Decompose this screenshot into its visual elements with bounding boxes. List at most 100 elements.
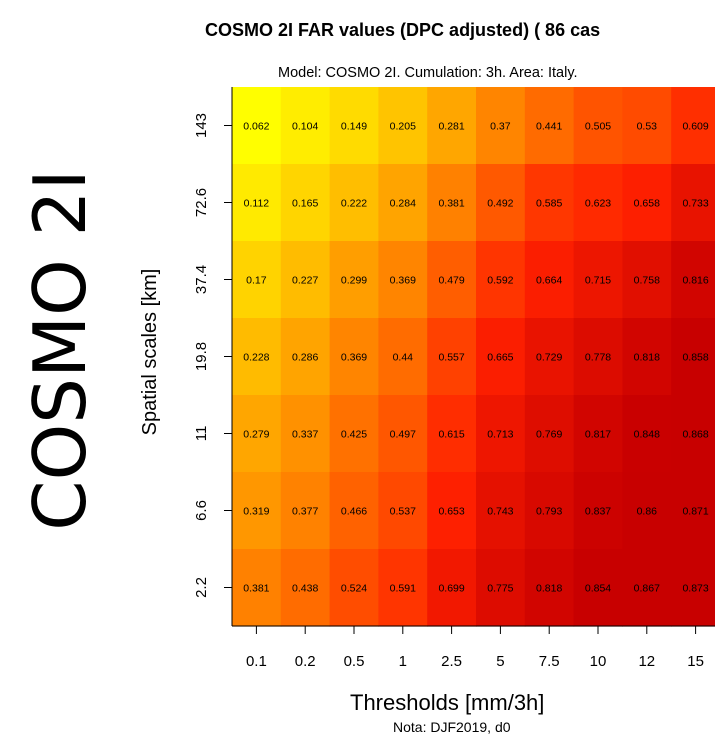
- heatmap-cell-value: 0.279: [243, 429, 269, 441]
- heatmap-cell-value: 0.53: [637, 121, 658, 133]
- heatmap-cell: [671, 395, 715, 473]
- heatmap-cell-value: 0.425: [341, 429, 367, 441]
- heatmap-cell: [280, 395, 331, 473]
- heatmap-cell-value: 0.37: [490, 121, 511, 133]
- heatmap-cell-value: 0.713: [487, 429, 513, 441]
- heatmap-cell: [573, 164, 623, 242]
- heatmap-cell: [329, 87, 379, 165]
- heatmap-cell: [476, 395, 526, 473]
- heatmap-cell-value: 0.623: [585, 198, 611, 210]
- heatmap-cell: [573, 549, 623, 627]
- heatmap-cell: [329, 472, 379, 550]
- heatmap-cell-value: 0.438: [292, 583, 318, 595]
- heatmap-cell: [622, 549, 672, 627]
- heatmap-cell: [378, 164, 428, 242]
- x-tick-label: 0.5: [344, 653, 365, 670]
- heatmap-cell-value: 0.715: [585, 275, 611, 287]
- heatmap-cell: [476, 318, 526, 396]
- heatmap-cell: [476, 549, 526, 627]
- heatmap-cell-value: 0.281: [438, 121, 464, 133]
- heatmap-cell-value: 0.868: [682, 429, 708, 441]
- heatmap-cell: [280, 318, 331, 396]
- heatmap-cell-value: 0.769: [536, 429, 562, 441]
- heatmap-cell: [622, 318, 672, 396]
- heatmap-cell-value: 0.381: [243, 583, 269, 595]
- heatmap-cell: [427, 241, 477, 319]
- heatmap-cell-value: 0.524: [341, 583, 367, 595]
- heatmap-cell-value: 0.793: [536, 506, 562, 518]
- heatmap-cell: [524, 472, 575, 550]
- heatmap-cell: [378, 395, 428, 473]
- heatmap-cell: [573, 318, 623, 396]
- heatmap-cell: [524, 549, 575, 627]
- heatmap-cell: [232, 472, 282, 550]
- heatmap-cell: [427, 87, 477, 165]
- heatmap-cell-value: 0.286: [292, 352, 318, 364]
- x-tick-label: 12: [638, 653, 655, 670]
- heatmap-cell: [427, 318, 477, 396]
- heatmap-cell-value: 0.871: [682, 506, 708, 518]
- heatmap-cell-value: 0.337: [292, 429, 318, 441]
- y-tick-label: 72.6: [193, 188, 210, 217]
- heatmap-cell-value: 0.664: [536, 275, 562, 287]
- x-tick-label: 0.2: [295, 653, 316, 670]
- heatmap-cell: [622, 87, 672, 165]
- heatmap-cell: [378, 241, 428, 319]
- heatmap-cell: [329, 241, 379, 319]
- heatmap-axes: 143 72.6 37.4 19.8 11 6.6 2.2 0.1 0.2 0.5 1 2.5 5 7.5…: [193, 87, 715, 670]
- x-tick-label: 7.5: [539, 653, 560, 670]
- heatmap-cell-value: 0.062: [243, 121, 269, 133]
- heatmap-cell-value: 0.658: [634, 198, 660, 210]
- heatmap-cell-value: 0.818: [536, 583, 562, 595]
- heatmap-cell-value: 0.591: [390, 583, 416, 595]
- heatmap-cell-value: 0.729: [536, 352, 562, 364]
- heatmap-cell: [476, 87, 526, 165]
- y-tick-label: 19.8: [193, 342, 210, 371]
- heatmap-cell: [232, 318, 282, 396]
- heatmap-cell: [280, 549, 331, 627]
- heatmap-cells: [232, 87, 715, 627]
- heatmap-cell-value: 0.758: [634, 275, 660, 287]
- heatmap-cell: [573, 395, 623, 473]
- heatmap-cell: [427, 472, 477, 550]
- heatmap-cell: [280, 164, 331, 242]
- x-axis-label: Thresholds [mm/3h]: [350, 690, 545, 715]
- heatmap-cell-value: 0.653: [438, 506, 464, 518]
- heatmap-cell-value: 0.818: [634, 352, 660, 364]
- heatmap-cell-value: 0.873: [682, 583, 708, 595]
- heatmap-cell: [622, 395, 672, 473]
- heatmap-cell-value: 0.284: [390, 198, 416, 210]
- heatmap-cell: [622, 472, 672, 550]
- heatmap-cell-value: 0.227: [292, 275, 318, 287]
- heatmap-cell: [232, 164, 282, 242]
- heatmap-cell: [329, 164, 379, 242]
- heatmap-cell: [476, 241, 526, 319]
- heatmap-cell-value: 0.699: [438, 583, 464, 595]
- x-tick-label: 1: [399, 653, 407, 670]
- heatmap-cell-value: 0.665: [487, 352, 513, 364]
- heatmap-cell: [476, 164, 526, 242]
- heatmap-cell: [378, 318, 428, 396]
- heatmap-cell-value: 0.44: [393, 352, 414, 364]
- heatmap-cell-value: 0.319: [243, 506, 269, 518]
- y-tick-label: 2.2: [193, 577, 210, 598]
- heatmap-cell: [232, 241, 282, 319]
- heatmap-cell: [524, 241, 575, 319]
- heatmap-cell-value: 0.228: [243, 352, 269, 364]
- heatmap-cell-labels: 0.062 0.104 0.149 0.205 0.281 0.37 0.441 0.505 0…: [243, 121, 709, 595]
- heatmap-cell-value: 0.86: [637, 506, 658, 518]
- heatmap-cell-value: 0.858: [682, 352, 708, 364]
- y-tick-label: 37.4: [193, 265, 210, 294]
- heatmap-cell-value: 0.817: [585, 429, 611, 441]
- heatmap-cell-value: 0.377: [292, 506, 318, 518]
- heatmap-cell: [232, 395, 282, 473]
- heatmap-cell-value: 0.848: [634, 429, 660, 441]
- heatmap-cell: [329, 395, 379, 473]
- heatmap-cell-value: 0.492: [487, 198, 513, 210]
- heatmap-cell: [524, 164, 575, 242]
- heatmap-cell: [573, 472, 623, 550]
- y-tick-label: 11: [193, 426, 210, 442]
- heatmap-cell: [671, 241, 715, 319]
- heatmap-cell: [329, 549, 379, 627]
